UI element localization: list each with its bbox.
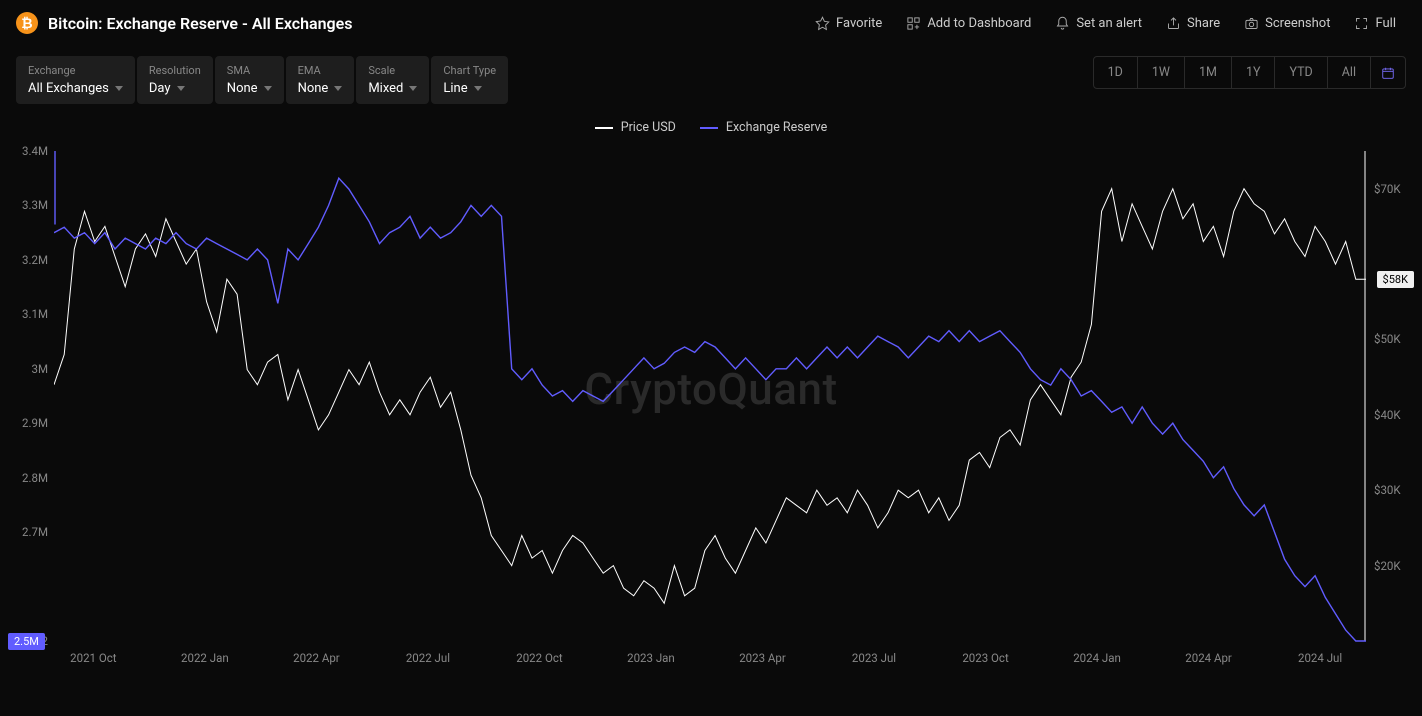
bell-icon (1055, 16, 1070, 31)
resolution-value: Day (149, 81, 171, 96)
x-tick: 2022 Apr (293, 651, 340, 665)
legend-reserve[interactable]: Exchange Reserve (700, 120, 827, 135)
exchange-dropdown[interactable]: Exchange All Exchanges (16, 56, 135, 104)
legend-price-label: Price USD (621, 120, 676, 135)
share-label: Share (1187, 16, 1220, 31)
ema-dropdown[interactable]: EMA None (286, 56, 355, 104)
reserve-line (54, 178, 1366, 641)
chart-type-dropdown[interactable]: Chart Type Line (431, 56, 508, 104)
price-line (54, 189, 1366, 604)
x-tick: 2023 Apr (739, 651, 786, 665)
x-tick: 2023 Oct (962, 651, 1008, 665)
y-left-tick: 3.3M (12, 198, 48, 212)
chevron-down-icon (409, 86, 417, 91)
screenshot-label: Screenshot (1265, 16, 1330, 31)
fullscreen-icon (1354, 16, 1369, 31)
dashboard-icon (906, 16, 921, 31)
legend-swatch-reserve (700, 127, 718, 129)
y-left-tick: 3.1M (12, 307, 48, 321)
x-tick: 2021 Oct (70, 651, 116, 665)
time-range-1w[interactable]: 1W (1138, 57, 1185, 88)
legend-swatch-price (595, 127, 613, 129)
time-range-1m[interactable]: 1M (1185, 57, 1232, 88)
y-right-tick: $70K (1374, 182, 1410, 196)
resolution-dropdown[interactable]: Resolution Day (137, 56, 213, 104)
calendar-icon (1381, 66, 1395, 80)
time-range-1d[interactable]: 1D (1094, 57, 1138, 88)
chevron-down-icon (474, 86, 482, 91)
y-left-tick: 3.2M (12, 253, 48, 267)
scale-dropdown[interactable]: Scale Mixed (356, 56, 429, 104)
sma-value: None (227, 81, 258, 96)
time-range-1y[interactable]: 1Y (1232, 57, 1276, 88)
sma-label: SMA (227, 64, 272, 77)
x-tick: 2024 Jan (1073, 651, 1121, 665)
time-range-ytd[interactable]: YTD (1275, 57, 1327, 88)
favorite-label: Favorite (836, 16, 882, 31)
full-label: Full (1375, 16, 1396, 31)
x-tick: 2022 Jan (181, 651, 229, 665)
resolution-label: Resolution (149, 64, 201, 77)
time-range-selector: 1D1W1M1YYTDAll (1093, 56, 1406, 89)
left-axis-badge: 2.5M (8, 633, 45, 650)
chevron-down-icon (115, 86, 123, 91)
share-button[interactable]: Share (1156, 10, 1230, 37)
y-left-tick: 2.8M (12, 471, 48, 485)
y-left-tick: 3.4M (12, 144, 48, 158)
x-tick: 2022 Jul (406, 651, 450, 665)
chevron-down-icon (334, 86, 342, 91)
add-dashboard-button[interactable]: Add to Dashboard (896, 10, 1041, 37)
exchange-label: Exchange (28, 64, 123, 77)
legend-reserve-label: Exchange Reserve (726, 120, 827, 135)
scale-label: Scale (368, 64, 417, 77)
share-icon (1166, 16, 1181, 31)
y-right-tick: $20K (1374, 559, 1410, 573)
chart-svg (54, 141, 1366, 646)
x-tick: 2022 Oct (516, 651, 562, 665)
time-range-all[interactable]: All (1328, 57, 1371, 88)
exchange-value: All Exchanges (28, 81, 109, 96)
x-tick: 2024 Jul (1298, 651, 1342, 665)
camera-icon (1244, 16, 1259, 31)
sma-dropdown[interactable]: SMA None (215, 56, 284, 104)
screenshot-button[interactable]: Screenshot (1234, 10, 1340, 37)
right-axis-badge: $58K (1377, 271, 1414, 288)
chevron-down-icon (264, 86, 272, 91)
chart-legend: Price USD Exchange Reserve (0, 114, 1422, 141)
full-button[interactable]: Full (1344, 10, 1406, 37)
set-alert-label: Set an alert (1076, 16, 1142, 31)
set-alert-button[interactable]: Set an alert (1045, 10, 1152, 37)
chevron-down-icon (177, 86, 185, 91)
chart-area[interactable]: CryptoQuant 22.7M2.8M2.9M3M3.1M3.2M3.3M3… (8, 141, 1414, 681)
y-left-tick: 3M (12, 362, 48, 376)
bitcoin-icon: ₿ (16, 12, 38, 34)
ema-label: EMA (298, 64, 343, 77)
date-picker-button[interactable] (1371, 58, 1405, 88)
star-icon (815, 16, 830, 31)
favorite-button[interactable]: Favorite (805, 10, 892, 37)
y-right-tick: $30K (1374, 483, 1410, 497)
chart-type-value: Line (443, 81, 467, 96)
y-right-tick: $50K (1374, 332, 1410, 346)
y-left-tick: 2.9M (12, 416, 48, 430)
ema-value: None (298, 81, 329, 96)
y-left-tick: 2.7M (12, 525, 48, 539)
chart-type-label: Chart Type (443, 64, 496, 77)
x-tick: 2023 Jan (627, 651, 675, 665)
legend-price[interactable]: Price USD (595, 120, 676, 135)
x-tick: 2023 Jul (852, 651, 896, 665)
page-title: Bitcoin: Exchange Reserve - All Exchange… (48, 14, 353, 33)
y-right-tick: $40K (1374, 408, 1410, 422)
add-dashboard-label: Add to Dashboard (927, 16, 1031, 31)
scale-value: Mixed (368, 81, 403, 96)
x-tick: 2024 Apr (1185, 651, 1232, 665)
